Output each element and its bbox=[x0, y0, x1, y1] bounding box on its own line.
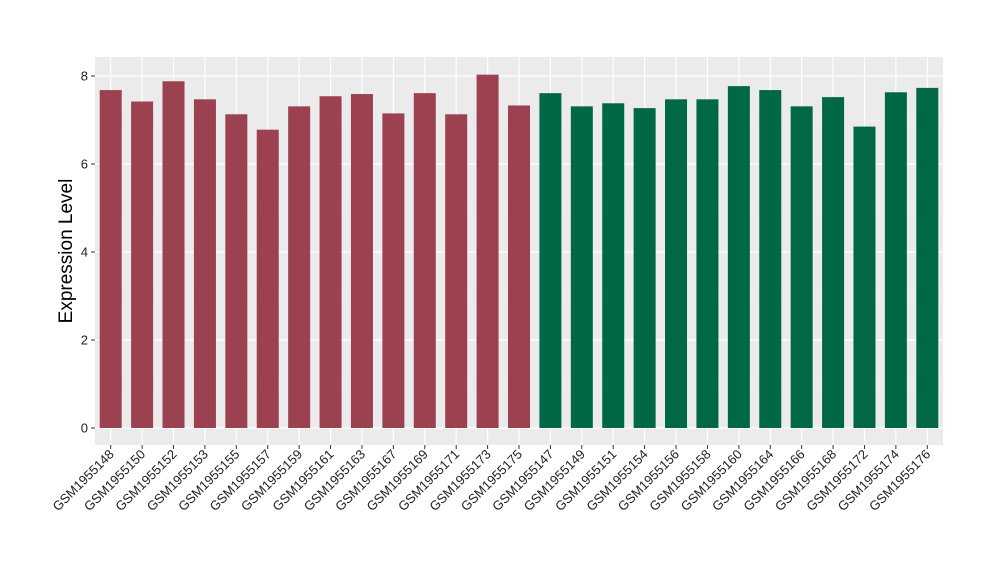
bar-GSM1955175 bbox=[508, 105, 530, 428]
bar-GSM1955171 bbox=[445, 114, 468, 428]
bar-GSM1955148 bbox=[99, 90, 122, 428]
y-tick-label: 0 bbox=[81, 421, 88, 436]
bar-GSM1955168 bbox=[822, 97, 845, 429]
y-tick-label: 4 bbox=[81, 245, 88, 260]
y-axis-title: Expression Level bbox=[56, 179, 77, 324]
bar-GSM1955176 bbox=[916, 87, 939, 428]
y-tick-label: 6 bbox=[81, 157, 88, 172]
bar-GSM1955174 bbox=[884, 92, 907, 428]
bar-GSM1955151 bbox=[602, 103, 625, 428]
bar-GSM1955147 bbox=[539, 93, 562, 428]
bar-GSM1955157 bbox=[256, 129, 279, 428]
bar-GSM1955158 bbox=[696, 99, 719, 428]
bar-GSM1955153 bbox=[193, 99, 216, 428]
bar-GSM1955149 bbox=[570, 106, 593, 429]
bar-GSM1955150 bbox=[131, 101, 154, 429]
bar-GSM1955172 bbox=[853, 126, 876, 428]
bar-GSM1955166 bbox=[790, 106, 813, 429]
bar-GSM1955152 bbox=[162, 81, 185, 428]
bar-GSM1955161 bbox=[319, 96, 342, 429]
bar-GSM1955169 bbox=[413, 93, 436, 428]
bar-GSM1955159 bbox=[288, 106, 311, 429]
bar-GSM1955155 bbox=[225, 114, 248, 428]
bar-GSM1955167 bbox=[382, 113, 405, 429]
bar-GSM1955164 bbox=[759, 90, 782, 428]
bar-GSM1955160 bbox=[727, 86, 750, 429]
bar-GSM1955156 bbox=[665, 99, 688, 428]
y-tick-label: 2 bbox=[81, 333, 88, 348]
bar-GSM1955154 bbox=[633, 108, 656, 429]
bar-GSM1955173 bbox=[476, 74, 499, 429]
bar-GSM1955163 bbox=[350, 94, 373, 428]
y-tick-label: 8 bbox=[81, 69, 88, 84]
